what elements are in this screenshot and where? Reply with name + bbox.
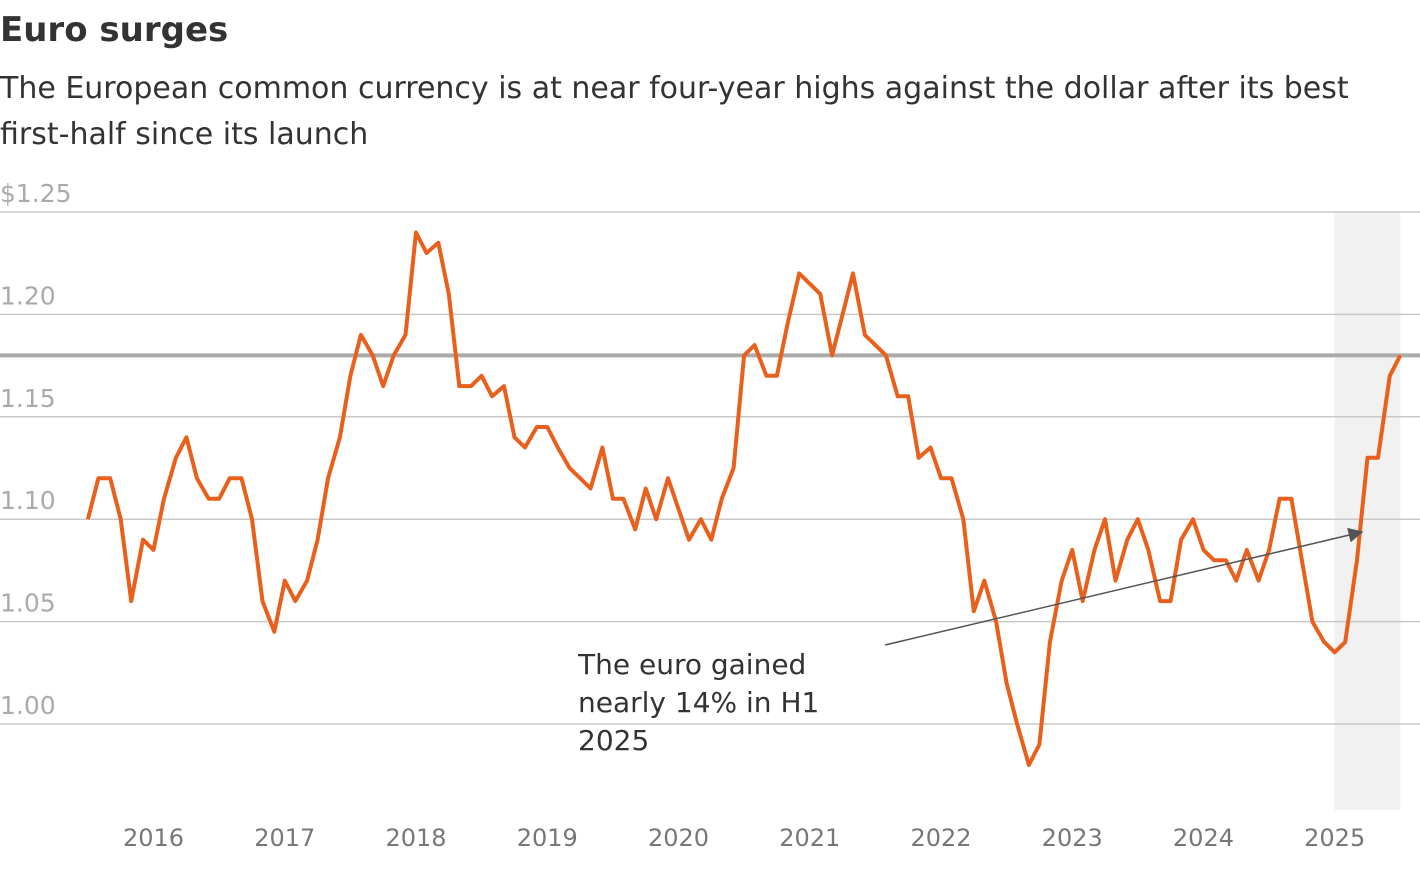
annotation: The euro gained nearly 14% in H1 2025 [578, 648, 820, 757]
x-tick-label: 2025 [1304, 824, 1365, 852]
y-tick-label: 1.00 [0, 691, 56, 720]
highlight-band [1334, 212, 1401, 810]
chart-title: Euro surges [0, 10, 229, 50]
line-series [85, 230, 1403, 767]
y-tick-label: $1.25 [0, 179, 72, 208]
x-tick-label: 2022 [910, 824, 971, 852]
y-tick-label: 1.15 [0, 384, 56, 413]
annotation-arrow [884, 527, 1364, 646]
x-tick-label: 2018 [385, 824, 446, 852]
x-tick-label: 2021 [779, 824, 840, 852]
y-tick-label: 1.10 [0, 486, 56, 515]
y-tick-label: 1.05 [0, 589, 56, 618]
x-tick-label: 2019 [517, 824, 578, 852]
x-tick-label: 2024 [1173, 824, 1234, 852]
x-tick-label: 2020 [648, 824, 709, 852]
x-tick-label: 2023 [1042, 824, 1103, 852]
y-tick-label: 1.20 [0, 281, 56, 310]
x-tick-label: 2016 [123, 824, 184, 852]
x-tick-label: 2017 [254, 824, 315, 852]
chart-subtitle: The European common currency is at near … [0, 71, 1349, 152]
